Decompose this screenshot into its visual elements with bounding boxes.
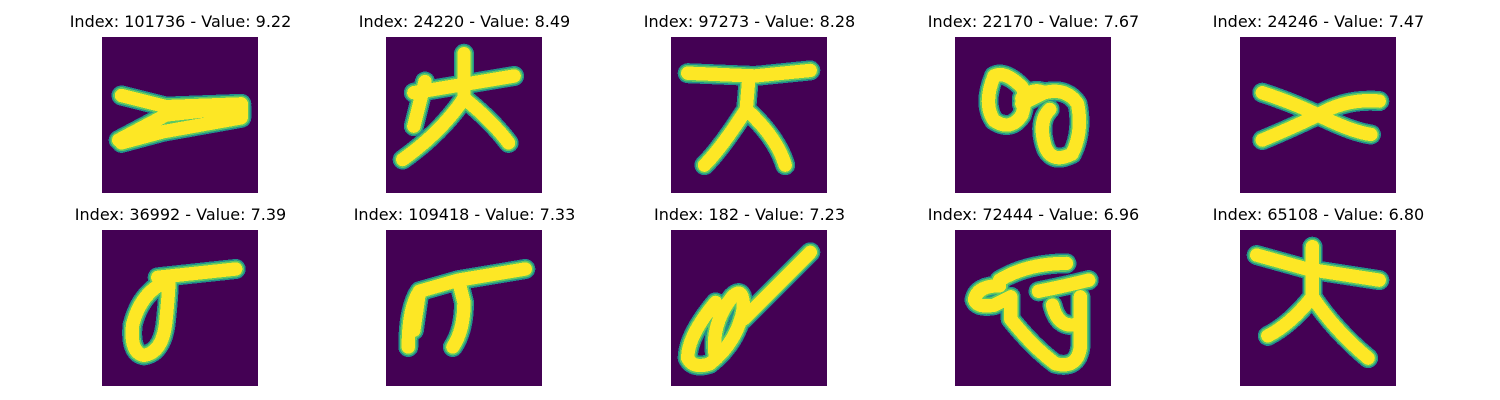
glyph-image <box>955 230 1111 386</box>
panel-10: Index: 65108 - Value: 6.80 <box>1176 203 1461 388</box>
panel-title: Index: 72444 - Value: 6.96 <box>927 205 1140 224</box>
panel-2: Index: 24220 - Value: 8.49 <box>322 10 607 195</box>
panel-1: Index: 101736 - Value: 9.22 <box>38 10 323 195</box>
glyph-image <box>386 37 542 193</box>
glyph-image <box>671 37 827 193</box>
panel-3: Index: 97273 - Value: 8.28 <box>607 10 892 195</box>
panel-6: Index: 36992 - Value: 7.39 <box>38 203 323 388</box>
glyph-image <box>671 230 827 386</box>
panel-8: Index: 182 - Value: 7.23 <box>607 203 892 388</box>
panel-title: Index: 97273 - Value: 8.28 <box>643 12 856 31</box>
glyph-image <box>102 230 258 386</box>
panel-title: Index: 182 - Value: 7.23 <box>653 205 846 224</box>
panel-4: Index: 22170 - Value: 7.67 <box>891 10 1176 195</box>
panel-title: Index: 24220 - Value: 8.49 <box>358 12 571 31</box>
panel-title: Index: 65108 - Value: 6.80 <box>1212 205 1425 224</box>
panel-title: Index: 36992 - Value: 7.39 <box>74 205 287 224</box>
panel-9: Index: 72444 - Value: 6.96 <box>891 203 1176 388</box>
glyph-image <box>102 37 258 193</box>
panel-title: Index: 22170 - Value: 7.67 <box>927 12 1140 31</box>
panel-7: Index: 109418 - Value: 7.33 <box>322 203 607 388</box>
glyph-image <box>1240 37 1396 193</box>
glyph-image <box>386 230 542 386</box>
glyph-image <box>955 37 1111 193</box>
panel-title: Index: 101736 - Value: 9.22 <box>69 12 292 31</box>
panel-title: Index: 24246 - Value: 7.47 <box>1212 12 1425 31</box>
panel-title: Index: 109418 - Value: 7.33 <box>353 205 576 224</box>
panel-5: Index: 24246 - Value: 7.47 <box>1176 10 1461 195</box>
glyph-image <box>1240 230 1396 386</box>
